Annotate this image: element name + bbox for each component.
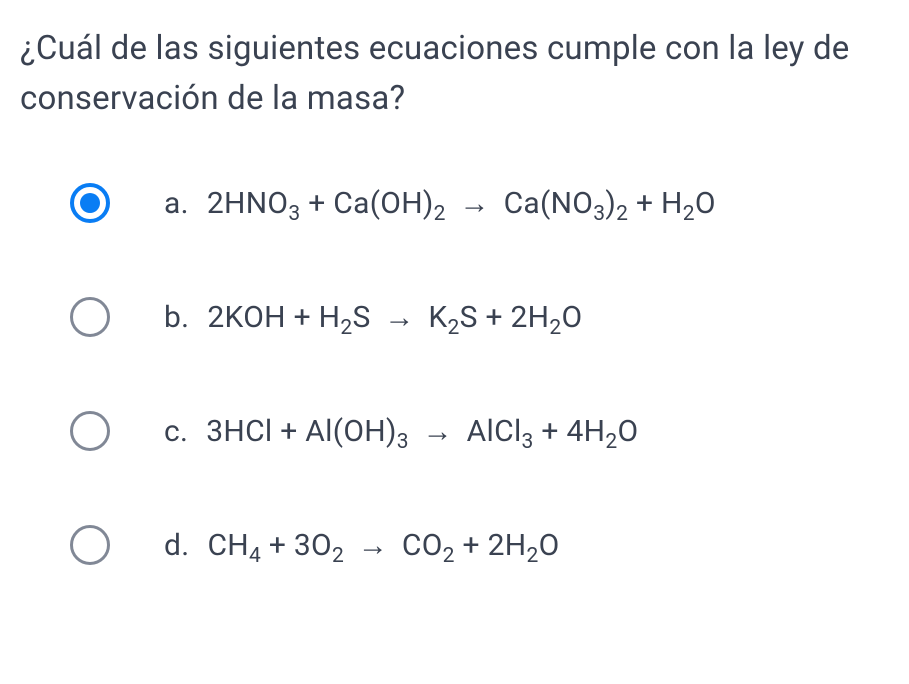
- question-text: ¿Cuál de las siguientes ecuaciones cumpl…: [20, 24, 889, 123]
- option-label: a. 2HNO3 + Ca(OH)2 → Ca(NO3)2 + H2O: [164, 186, 716, 221]
- options-list: a. 2HNO3 + Ca(OH)2 → Ca(NO3)2 + H2O b. 2KOH…: [20, 183, 889, 565]
- option-row[interactable]: d. CH4 + 3O2 → CO2 + 2H2O: [70, 525, 889, 565]
- option-label: c. 3HCl + Al(OH)3 → AlCl3 + 4H2O: [164, 414, 638, 449]
- option-label: d. CH4 + 3O2 → CO2 + 2H2O: [164, 528, 560, 563]
- option-formula: 2KOH + H2S → K2S + 2H2O: [207, 300, 582, 335]
- option-row[interactable]: c. 3HCl + Al(OH)3 → AlCl3 + 4H2O: [70, 411, 889, 451]
- option-letter: d.: [164, 528, 189, 563]
- radio-checked-icon[interactable]: [70, 183, 110, 223]
- option-row[interactable]: b. 2KOH + H2S → K2S + 2H2O: [70, 297, 889, 337]
- option-letter: c.: [164, 414, 188, 449]
- option-formula: CH4 + 3O2 → CO2 + 2H2O: [207, 528, 559, 563]
- radio-unchecked-icon[interactable]: [70, 525, 110, 565]
- option-letter: b.: [164, 300, 189, 335]
- option-formula: 2HNO3 + Ca(OH)2 → Ca(NO3)2 + H2O: [207, 186, 716, 221]
- option-label: b. 2KOH + H2S → K2S + 2H2O: [164, 300, 582, 335]
- option-row[interactable]: a. 2HNO3 + Ca(OH)2 → Ca(NO3)2 + H2O: [70, 183, 889, 223]
- option-letter: a.: [164, 186, 189, 221]
- radio-unchecked-icon[interactable]: [70, 411, 110, 451]
- radio-unchecked-icon[interactable]: [70, 297, 110, 337]
- option-formula: 3HCl + Al(OH)3 → AlCl3 + 4H2O: [206, 414, 638, 449]
